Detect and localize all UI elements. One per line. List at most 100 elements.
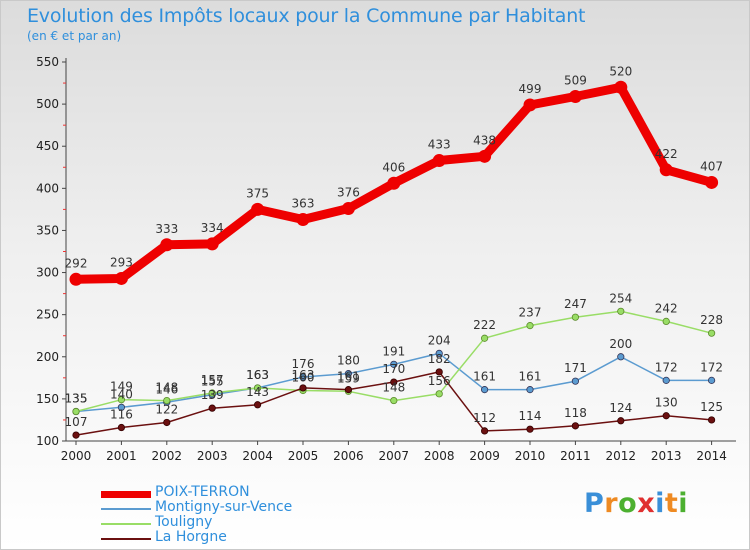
x-tick-label: 2000 (61, 449, 92, 463)
data-label: 170 (382, 362, 405, 376)
data-point (705, 175, 719, 189)
x-tick-label: 2007 (379, 449, 410, 463)
y-tick-label: 300 (36, 266, 59, 280)
data-label: 242 (655, 301, 678, 315)
data-label: 422 (655, 147, 678, 161)
data-label: 254 (609, 291, 632, 305)
data-point (707, 376, 716, 384)
data-point (526, 322, 534, 330)
data-point (160, 238, 174, 252)
data-point (72, 407, 80, 416)
data-label: 157 (201, 373, 224, 387)
series-poix-terron (69, 80, 719, 286)
data-label: 118 (564, 406, 587, 420)
data-point (117, 403, 126, 411)
legend-label: Montigny-sur-Vence (155, 499, 293, 515)
y-tick-label: 550 (36, 55, 59, 69)
legend-label: La Horgne (155, 529, 227, 545)
data-point (390, 360, 398, 368)
data-point (117, 396, 126, 404)
data-point (163, 396, 171, 405)
data-label: 148 (382, 381, 405, 395)
data-label: 438 (473, 133, 496, 147)
data-point (435, 368, 443, 376)
data-label: 182 (428, 352, 451, 366)
data-label: 122 (155, 402, 178, 416)
data-label: 172 (700, 360, 723, 374)
data-label: 333 (155, 222, 178, 236)
data-label: 107 (65, 415, 88, 429)
data-label: 130 (655, 396, 678, 410)
logo-letter: P (584, 488, 605, 519)
data-label: 156 (428, 374, 451, 388)
data-point (568, 90, 582, 104)
data-point (571, 422, 580, 430)
data-label: 222 (473, 318, 496, 332)
data-point (707, 416, 716, 424)
data-label: 124 (609, 401, 632, 415)
x-tick-label: 2005 (288, 449, 319, 463)
data-label: 191 (382, 344, 405, 358)
data-label: 161 (519, 370, 542, 384)
data-label: 146 (155, 382, 178, 396)
data-label: 172 (655, 360, 678, 374)
data-point (208, 404, 216, 412)
data-label: 237 (519, 306, 542, 320)
data-label: 116 (110, 408, 133, 422)
legend-label: Touligny (155, 514, 213, 530)
series-la-horgne (72, 368, 716, 439)
data-label: 204 (428, 333, 451, 347)
data-point (341, 202, 355, 216)
x-tick-label: 2012 (606, 449, 637, 463)
logo-letter: x (637, 488, 656, 519)
logo-letter: r (604, 488, 619, 519)
data-label: 363 (292, 196, 315, 210)
x-tick-label: 2009 (469, 449, 500, 463)
chart-subtitle: (en € et par an) (27, 29, 122, 43)
legend-label: POIX-TERRON (155, 484, 250, 500)
data-label: 140 (110, 387, 133, 401)
data-point (480, 386, 489, 394)
y-tick-label: 500 (36, 97, 59, 111)
data-label: 155 (201, 375, 224, 389)
data-label: 160 (292, 370, 315, 384)
y-tick-label: 100 (36, 434, 59, 448)
data-label: 180 (337, 354, 360, 368)
data-label: 228 (700, 313, 723, 327)
logo-letter: t (664, 488, 679, 519)
data-label: 376 (337, 186, 360, 200)
x-tick-label: 2004 (242, 449, 273, 463)
data-label: 135 (65, 392, 88, 406)
data-label: 163 (246, 368, 269, 382)
data-label: 406 (382, 160, 405, 174)
data-label: 125 (700, 400, 723, 414)
y-tick-label: 400 (36, 181, 59, 195)
data-label: 176 (292, 357, 315, 371)
logo-letter: i (678, 488, 689, 519)
data-label: 112 (473, 411, 496, 425)
logo-letter: o (618, 488, 638, 519)
legend-swatch (101, 538, 151, 540)
data-point (251, 202, 265, 216)
data-label: 139 (201, 388, 224, 402)
data-point (387, 176, 401, 190)
x-tick-label: 2006 (333, 449, 364, 463)
data-point (344, 370, 352, 378)
data-point (163, 418, 171, 427)
data-point (571, 377, 580, 385)
x-tick-label: 2010 (515, 449, 546, 463)
data-label: 135 (65, 392, 88, 406)
data-point (435, 390, 443, 398)
data-point (72, 431, 80, 439)
data-point (662, 317, 670, 326)
data-point (614, 80, 628, 94)
data-label: 200 (609, 337, 632, 351)
data-point (299, 373, 307, 381)
y-tick-label: 350 (36, 223, 59, 237)
y-tick-label: 150 (36, 392, 59, 406)
data-point (617, 307, 625, 315)
x-tick-label: 2013 (651, 449, 682, 463)
data-label: 161 (337, 370, 360, 384)
x-tick-label: 2008 (424, 449, 455, 463)
data-point (205, 237, 219, 251)
